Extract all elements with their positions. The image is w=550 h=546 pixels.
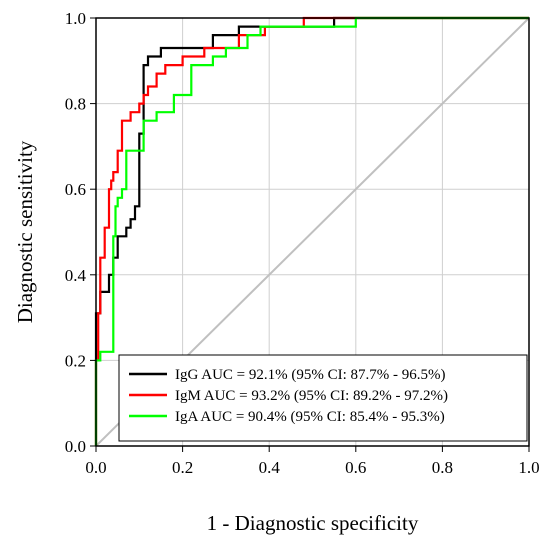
x-tick-label: 0.4 — [259, 458, 281, 477]
x-tick-label: 0.2 — [172, 458, 193, 477]
legend-box — [118, 354, 528, 442]
x-axis-ticks: 0.0 0.2 0.4 0.6 0.8 1.0 — [85, 446, 540, 477]
legend-entry-label: IgG AUC = 92.1% (95% CI: 87.7% - 96.5%) — [175, 367, 446, 383]
y-axis-label: Diagnostic sensitivity — [13, 140, 37, 323]
y-tick-label: 0.6 — [65, 180, 86, 199]
plot-frame — [95, 17, 530, 447]
y-axis-ticks: 0.0 0.2 0.4 0.6 0.8 1.0 — [65, 9, 96, 456]
x-tick-label: 0.8 — [432, 458, 453, 477]
y-tick-label: 0.4 — [65, 266, 87, 285]
legend-entry-label: IgA AUC = 90.4% (95% CI: 85.4% - 95.3%) — [175, 409, 445, 425]
x-tick-label: 0.0 — [85, 458, 106, 477]
legend: IgG AUC = 92.1% (95% CI: 87.7% - 96.5%) I… — [118, 354, 528, 442]
x-axis-label: 1 - Diagnostic specificity — [207, 511, 419, 535]
y-tick-label: 0.2 — [65, 351, 86, 370]
x-tick-label: 1.0 — [518, 458, 539, 477]
x-tick-label: 0.6 — [345, 458, 366, 477]
y-tick-label: 0.0 — [65, 437, 86, 456]
y-tick-label: 0.8 — [65, 95, 86, 114]
roc-curves — [94, 16, 529, 446]
roc-curve-series-0 — [94, 16, 529, 446]
legend-entry-label: IgM AUC = 93.2% (95% CI: 89.2% - 97.2%) — [175, 388, 448, 404]
y-tick-label: 1.0 — [65, 9, 86, 28]
roc-curve-series-2 — [94, 16, 529, 446]
